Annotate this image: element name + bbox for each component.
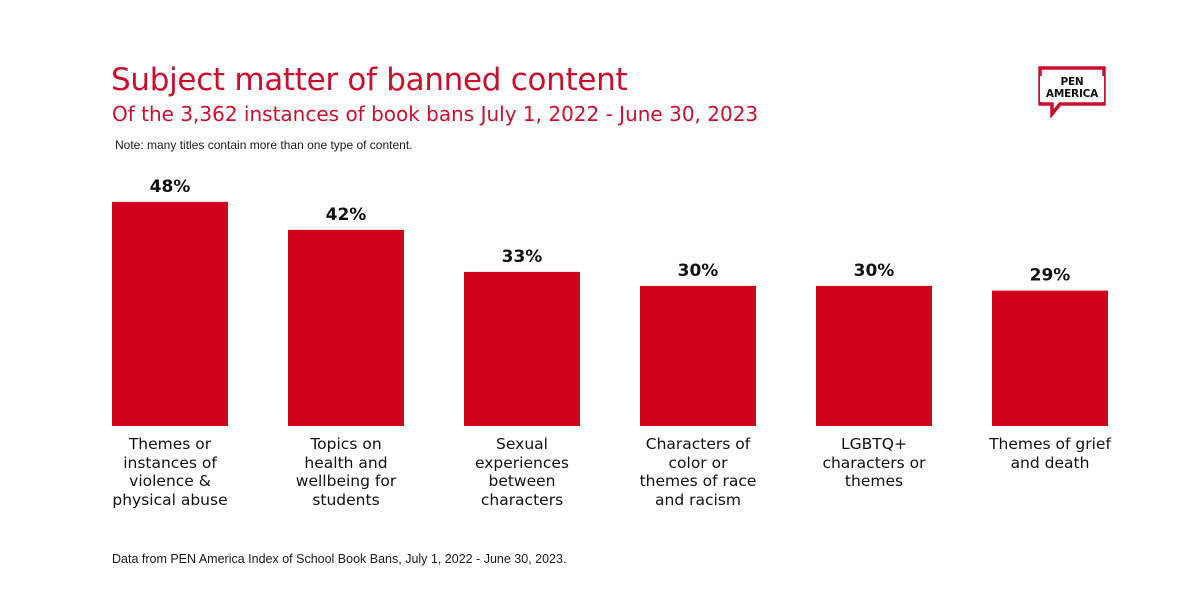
bar-5	[816, 285, 932, 426]
data-label-6: 29%	[1030, 266, 1071, 286]
chart-title: Subject matter of banned content	[111, 62, 628, 98]
category-label-line: Sexual	[496, 435, 548, 453]
category-label-line: themes	[844, 472, 904, 490]
category-label-line: between	[488, 472, 556, 490]
logo-text: PEN AMERICA	[1038, 76, 1106, 100]
data-label-1: 48%	[150, 177, 191, 197]
category-label-line: and racism	[655, 490, 741, 509]
bar-4	[640, 285, 756, 426]
category-label-2: Topics on health and wellbeing for students	[271, 435, 421, 509]
category-label-6: Themes of grief and death	[975, 435, 1125, 472]
logo-line-2: AMERICA	[1045, 88, 1099, 100]
category-label-line: LGBTQ+	[841, 435, 907, 453]
source-note: Data from PEN America Index of School Bo…	[112, 552, 567, 566]
category-label-1: Themes or instances of violence & physical …	[95, 435, 245, 509]
category-label-5: LGBTQ+ characters or themes	[799, 435, 949, 491]
chart-note: Note: many titles contain more than one …	[115, 138, 413, 152]
category-label-line: Themes of grief	[989, 435, 1111, 453]
category-label-line: health and	[304, 453, 388, 472]
category-label-line: instances of	[123, 453, 217, 472]
pen-america-logo: PEN AMERICA	[1038, 66, 1106, 119]
category-label-line: Themes or	[128, 435, 212, 453]
category-label-line: characters or	[822, 453, 926, 472]
category-label-line: characters	[480, 490, 564, 509]
category-label-3: Sexual experiences between characters	[447, 435, 597, 509]
data-label-2: 42%	[326, 205, 367, 225]
category-label-line: students	[312, 490, 380, 509]
category-label-4: Characters of color or themes of race and r…	[623, 435, 773, 509]
category-label-line: and death	[1010, 453, 1090, 472]
data-label-3: 33%	[502, 247, 543, 267]
category-label-line: physical abuse	[112, 490, 228, 509]
data-label-5: 30%	[854, 261, 895, 281]
category-label-line: Characters of	[645, 435, 751, 453]
category-label-line: violence &	[129, 472, 211, 490]
data-label-4: 30%	[678, 261, 719, 281]
bar-6	[992, 290, 1108, 426]
category-label-line: color or	[668, 453, 728, 472]
category-label-line: themes of race	[639, 472, 757, 490]
category-label-line: wellbeing for	[295, 472, 397, 490]
bar-1	[112, 201, 228, 426]
bar-3	[464, 271, 580, 426]
logo-line-1: PEN	[1060, 76, 1084, 88]
category-label-line: experiences	[475, 453, 569, 472]
logo-frame-icon	[1038, 66, 1106, 119]
category-label-line: Topics on	[310, 435, 382, 453]
chart-subtitle: Of the 3,362 instances of book bans July…	[112, 102, 759, 126]
bar-2	[288, 229, 404, 426]
